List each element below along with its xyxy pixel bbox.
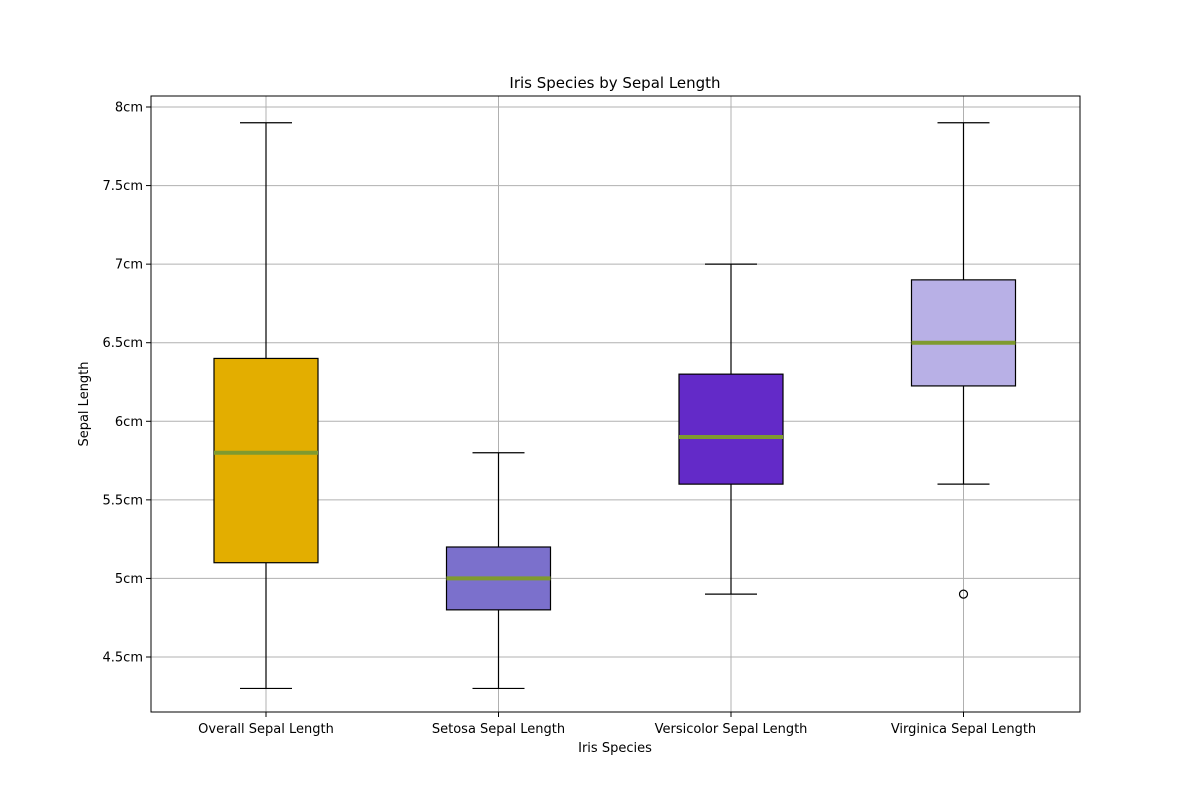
chart-title: Iris Species by Sepal Length — [509, 74, 720, 92]
x-axis-label: Iris Species — [578, 741, 652, 756]
box-series — [213, 122, 1017, 690]
y-tick-label: 6cm — [115, 415, 143, 430]
box-group — [678, 263, 784, 595]
box-group — [445, 452, 552, 690]
iqr-box — [213, 357, 319, 564]
iqr-box — [910, 279, 1017, 387]
y-tick-label: 7.5cm — [103, 179, 144, 194]
y-tick-label: 5.5cm — [103, 493, 144, 508]
iqr-box — [678, 373, 784, 485]
box-group — [213, 122, 319, 690]
box-group — [910, 122, 1017, 599]
y-tick-label: 6.5cm — [103, 336, 144, 351]
outlier-point — [958, 589, 969, 599]
y-tick-label: 8cm — [115, 101, 143, 116]
x-tick-label: Virginica Sepal Length — [891, 722, 1036, 737]
plot-area-frame — [150, 95, 1081, 713]
x-tick-label: Versicolor Sepal Length — [655, 722, 808, 737]
x-tick-label: Setosa Sepal Length — [432, 722, 565, 737]
y-axis-label: Sepal Length — [77, 361, 92, 446]
x-tick-label: Overall Sepal Length — [198, 722, 334, 737]
y-tick-label: 5cm — [115, 572, 143, 587]
y-tick-label: 7cm — [115, 258, 143, 273]
y-tick-label: 4.5cm — [103, 651, 144, 666]
axis-ticks: 4.5cm 5cm 5.5cm 6cm 6.5cm 7cm 7.5cm 8cm Overall … — [103, 101, 1037, 738]
